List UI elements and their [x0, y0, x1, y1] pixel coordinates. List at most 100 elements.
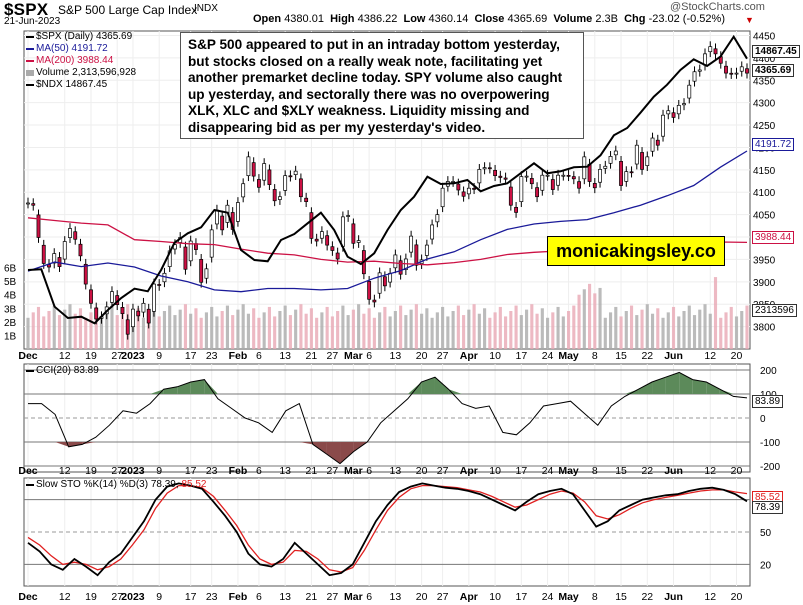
volume-bar [734, 316, 739, 349]
x-tick-label: 20 [731, 465, 743, 477]
candle-body [220, 215, 225, 231]
volume-bar [514, 305, 518, 349]
candle-body [724, 65, 728, 74]
volume-bar [372, 317, 376, 349]
volume-bar [120, 309, 125, 349]
candle-body [598, 169, 602, 183]
x-tick-label: 8 [592, 465, 598, 477]
candle-body [561, 174, 566, 177]
candle-body [141, 302, 146, 313]
volume-bar [84, 317, 88, 349]
x-tick-label: 23 [206, 350, 218, 362]
volume-bar [614, 306, 618, 349]
x-tick-label: 27 [327, 465, 339, 477]
x-tick-label: 15 [615, 591, 627, 603]
candle-body [508, 186, 513, 206]
x-tick-label: 23 [206, 591, 218, 603]
x-tick-label: 27 [437, 465, 449, 477]
volume-bar [357, 304, 361, 349]
volume-bar [52, 305, 56, 349]
high-value: 4386.22 [357, 13, 398, 25]
candle-body [687, 84, 692, 99]
volume-bar [640, 309, 644, 349]
candle-body [340, 216, 345, 247]
x-tick-label: May [558, 350, 579, 362]
x-tick-label: 22 [641, 591, 653, 603]
cci-fill [679, 372, 693, 394]
volume-bar [488, 317, 492, 349]
stoch-tick-label: 50 [760, 528, 772, 539]
volume-bar [629, 305, 634, 349]
x-tick-label: 21 [306, 465, 318, 477]
volume-bar [483, 308, 487, 349]
candle-body [666, 110, 671, 115]
candle-body [346, 215, 351, 217]
candle-body [435, 214, 440, 223]
candle-body [739, 66, 744, 72]
x-tick-label: 8 [592, 350, 598, 362]
candle-body [204, 268, 209, 279]
candle-body [671, 112, 676, 118]
close-value: 4365.69 [507, 13, 548, 25]
candle-body [293, 170, 298, 175]
candle-body [94, 307, 99, 320]
x-tick-label: 21 [306, 350, 318, 362]
candle-body [613, 150, 618, 156]
volume-bar [367, 308, 371, 349]
close-price-tag: 4365.69 [752, 64, 795, 77]
x-tick-label: 27 [111, 350, 123, 362]
x-tick-label: 2023 [121, 350, 145, 362]
candle-body [73, 231, 78, 240]
candle-body [477, 169, 482, 184]
x-tick-label: 13 [390, 465, 402, 477]
candle-body [608, 156, 613, 164]
x-tick-label: Feb [229, 350, 248, 362]
candlesticks [26, 41, 749, 340]
x-tick-label: Mar [344, 465, 363, 477]
volume-bar [215, 316, 219, 349]
volume-tick-label: 2B [4, 318, 17, 329]
x-tick-label: May [558, 591, 579, 603]
candle-body [298, 178, 303, 198]
x-tick-label: 6 [256, 350, 262, 362]
volume-bar [566, 311, 571, 349]
volume-bar [713, 277, 718, 349]
cci-fill [68, 442, 83, 447]
x-tick-label: 10 [489, 591, 501, 603]
candle-body [487, 167, 492, 170]
volume-bar [257, 317, 261, 349]
volume-bar [141, 317, 146, 349]
volume-bar [441, 306, 445, 349]
stoch-tick-label: 20 [760, 560, 772, 571]
volume-bar [719, 317, 723, 349]
candle-body [136, 310, 141, 317]
volume-bar [136, 308, 140, 349]
volume-bar [671, 306, 676, 349]
cci-fill [326, 442, 341, 464]
chg-label: Chg [624, 13, 646, 25]
candle-body [367, 281, 372, 300]
candle-body [382, 276, 387, 287]
ticker-symbol: $SPX [4, 0, 49, 19]
price-tick-label: 3800 [753, 323, 776, 334]
volume-bar [519, 315, 523, 349]
volume-bar [330, 316, 334, 349]
candle-body [524, 175, 529, 178]
x-tick-label: Apr [460, 465, 478, 477]
volume-bar [162, 311, 167, 349]
volume-bar [530, 304, 534, 349]
stoch-k-tag: 78.39 [752, 501, 784, 514]
candle-body [314, 238, 319, 242]
candle-body [215, 209, 219, 225]
legend-volume: Volume 2,313,596,928 [26, 67, 136, 79]
stoch-k-line [27, 482, 748, 577]
x-tick-label: 17 [185, 591, 197, 603]
x-tick-label: 15 [615, 465, 627, 477]
x-tick-label: 20 [416, 465, 428, 477]
candle-body [57, 257, 62, 267]
stockcharts-brand: @StockCharts.com [670, 1, 765, 13]
candle-body [430, 224, 435, 240]
volume-bar [493, 312, 497, 349]
cci-fill [55, 442, 69, 447]
